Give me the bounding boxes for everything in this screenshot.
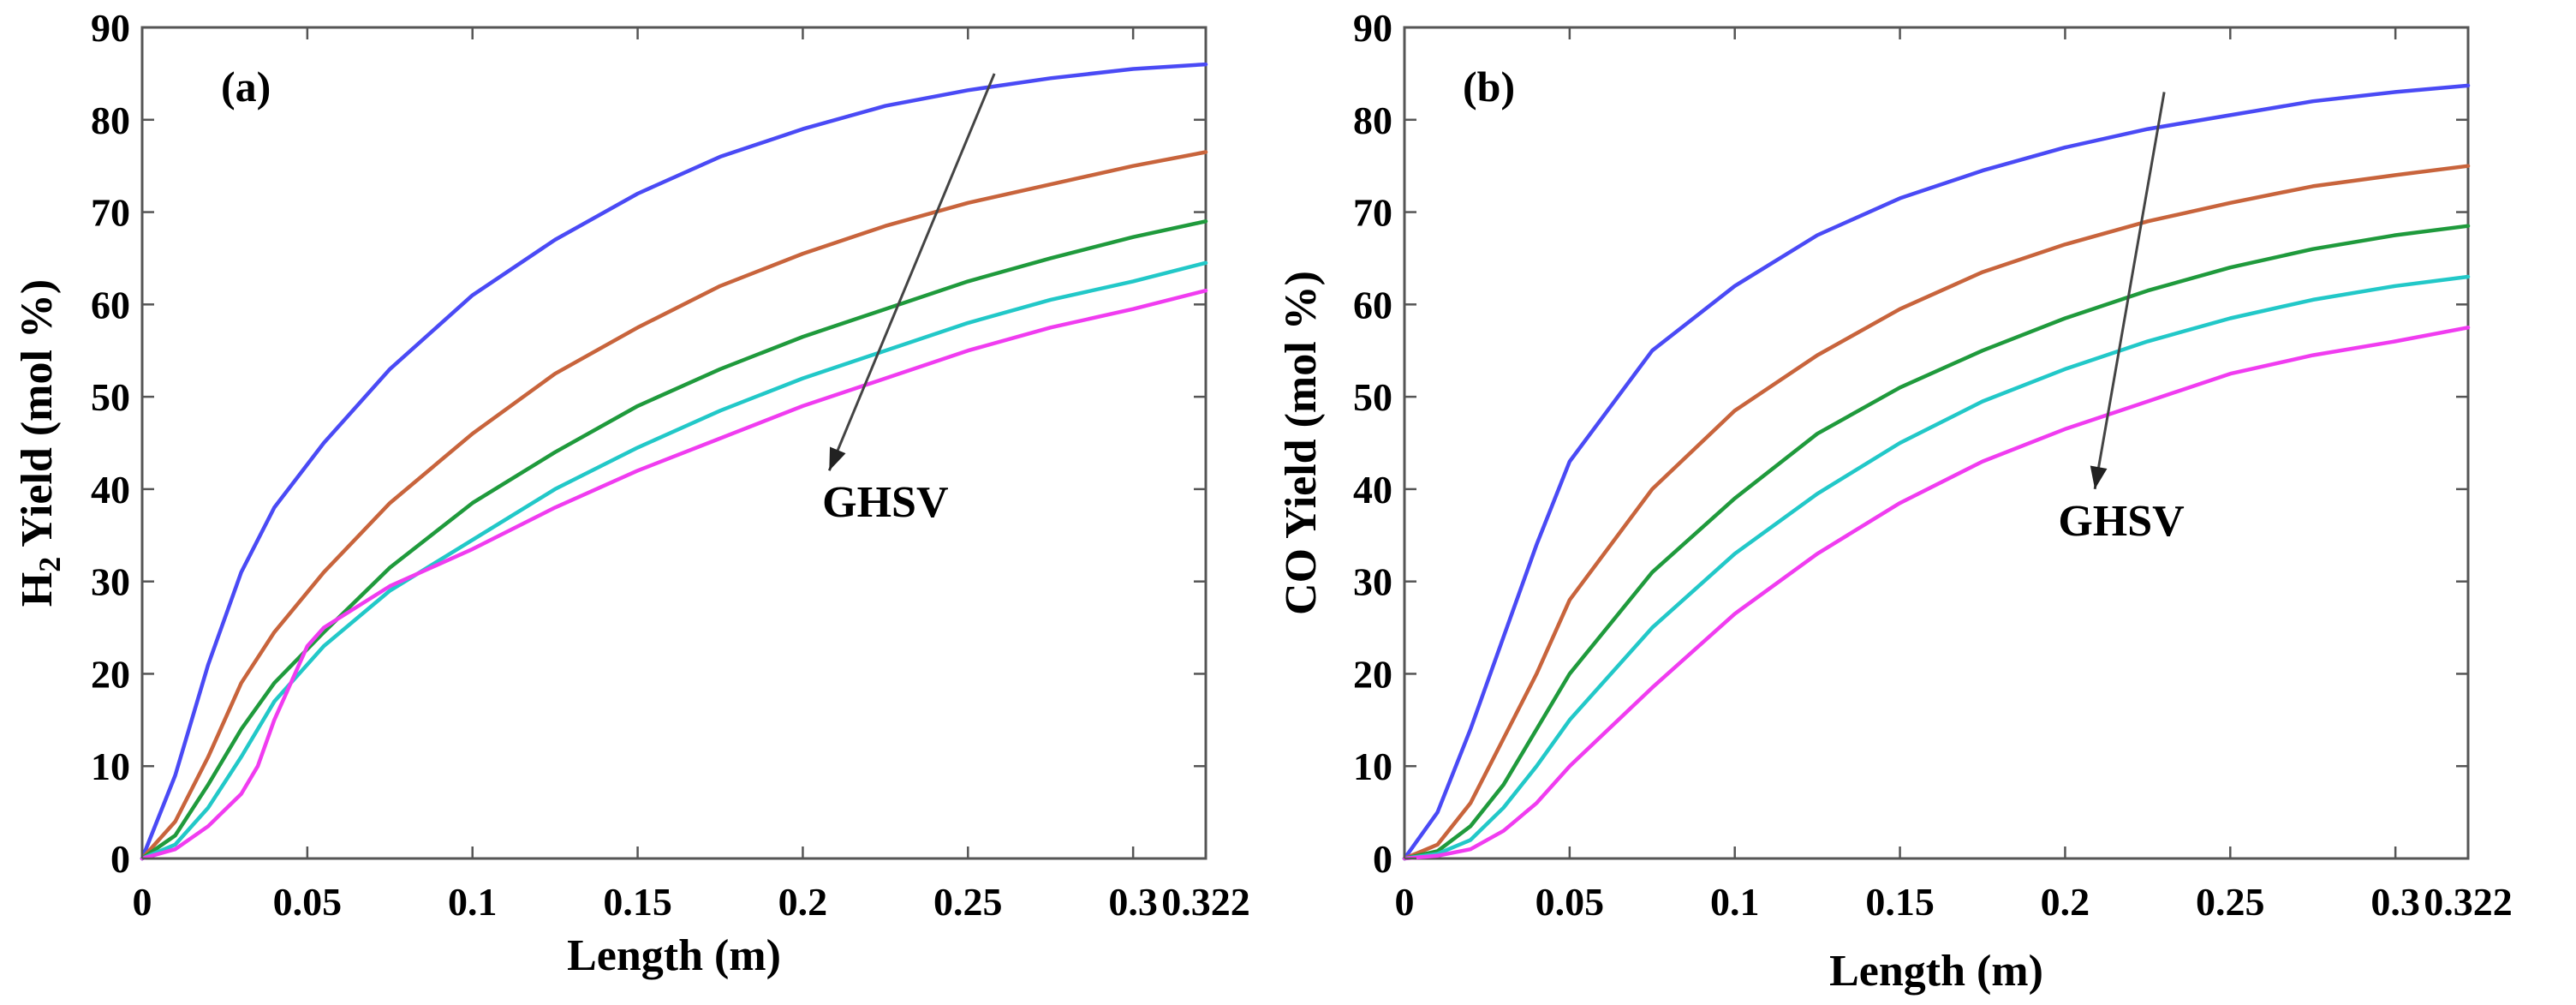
panel-a-series-2-line — [140, 150, 1208, 861]
panel-b-ghsv-arrow-head — [2090, 465, 2108, 489]
panel-b-y-tick-label: 0 — [1373, 837, 1392, 881]
panel-b-series-1-line — [1402, 83, 2471, 861]
panel-a-series-layer — [140, 62, 1208, 861]
panel-a-x-ticks: 0 0.05 0.1 0.15 0.2 0.25 0.3 0.322 — [133, 27, 1250, 924]
panel-b-ghsv-label: GHSV — [2058, 497, 2184, 546]
panel-b-y-tick-label: 90 — [1353, 6, 1392, 50]
panel-a-plot-frame — [140, 26, 1208, 860]
panel-a-x-axis-label: Length (m) — [567, 931, 781, 980]
panel-b-x-tick-label: 0.2 — [2041, 880, 2090, 924]
panel-a-y-tick-label: 80 — [91, 99, 130, 142]
panel-a-ghsv-arrow-head — [829, 446, 846, 471]
panel-a-y-ticks: 0 10 20 30 40 50 60 70 80 90 — [91, 6, 1206, 881]
panel-b-x-tick-label: 0.15 — [1865, 880, 1935, 924]
panel-a-x-tick-label: 0.3 — [1108, 880, 1158, 924]
panel-a-y-label-rest: Yield (mol %) — [13, 279, 62, 557]
panel-a-x-tick-label: 0.322 — [1161, 880, 1250, 924]
panel-b-plot-frame — [1403, 26, 2470, 860]
panel-a-y-tick-label: 70 — [91, 191, 130, 235]
panel-a-y-tick-label: 0 — [110, 837, 130, 881]
panel-b-y-tick-label: 70 — [1353, 191, 1392, 235]
panel-b-x-ticks: 0 0.05 0.1 0.15 0.2 0.25 0.3 0.322 — [1395, 27, 2513, 924]
panel-a-y-tick-label: 60 — [91, 283, 130, 326]
panel-b-x-tick-label: 0.3 — [2370, 880, 2420, 924]
panel-b-co-yield-chart: 0 0.05 0.1 0.15 0.2 0.25 0.3 0.322 0 10 20 30 40 50 6… — [1277, 6, 2513, 996]
panel-b-y-tick-label: 50 — [1353, 375, 1392, 419]
panel-a-series-5-line — [140, 288, 1208, 861]
panel-a-x-tick-label: 0.2 — [778, 880, 828, 924]
panel-a-ghsv-arrow-shaft — [827, 73, 996, 471]
panel-b-series-5-line — [1402, 326, 2471, 861]
panel-b-label: (b) — [1463, 63, 1515, 111]
panel-a-y-label-h: H — [13, 572, 62, 607]
panel-b-x-axis-label: Length (m) — [1829, 947, 2043, 996]
panel-a-y-tick-label: 20 — [91, 652, 130, 696]
panel-b-series-4-line — [1402, 274, 2471, 861]
panel-b-x-tick-label: 0.1 — [1710, 880, 1760, 924]
panel-a-x-tick-label: 0.15 — [603, 880, 672, 924]
panel-b-y-tick-label: 30 — [1353, 560, 1392, 604]
panel-a-series-3-line — [140, 219, 1208, 861]
panel-a-x-tick-label: 0.1 — [448, 880, 498, 924]
panel-a-annotation: GHSV — [822, 73, 996, 527]
panel-b-y-tick-label: 10 — [1353, 745, 1392, 788]
panel-a-label: (a) — [221, 63, 271, 111]
panel-a-y-tick-label: 90 — [91, 6, 130, 50]
panel-a-x-tick-label: 0 — [133, 880, 152, 924]
panel-b-y-tick-label: 80 — [1353, 99, 1392, 142]
panel-a-y-tick-label: 10 — [91, 745, 130, 788]
panel-b-series-2-line — [1402, 164, 2471, 861]
panel-b-y-tick-label: 60 — [1353, 283, 1392, 326]
panel-b-y-ticks: 0 10 20 30 40 50 60 70 80 90 — [1353, 6, 2468, 881]
panel-b-ghsv-arrow-shaft — [2093, 92, 2166, 490]
panel-a-y-tick-label: 50 — [91, 375, 130, 419]
panel-a-y-tick-label: 40 — [91, 468, 130, 511]
panel-a-h2-yield-chart: 0 0.05 0.1 0.15 0.2 0.25 0.3 0.322 0 10 20 30 40 50 6… — [13, 6, 1250, 980]
panel-b-x-tick-label: 0.25 — [2196, 880, 2265, 924]
panel-b-y-tick-label: 20 — [1353, 652, 1392, 696]
panel-a-y-tick-label: 30 — [91, 560, 130, 604]
panel-a-series-4-line — [140, 260, 1208, 861]
panel-b-series-3-line — [1402, 224, 2471, 861]
panel-b-x-tick-label: 0.322 — [2424, 880, 2513, 924]
panel-b-annotation: GHSV — [2058, 92, 2185, 546]
panel-a-x-tick-label: 0.05 — [273, 880, 343, 924]
panel-a-y-label-subscript: 2 — [33, 557, 67, 572]
panel-a-y-axis-label: H2 Yield (mol %) — [13, 279, 67, 607]
panel-a-ghsv-label: GHSV — [822, 478, 948, 527]
panel-a-series-1-line — [140, 62, 1208, 861]
panel-b-series-layer — [1402, 83, 2471, 861]
panel-b-x-tick-label: 0.05 — [1535, 880, 1605, 924]
panel-b-x-tick-label: 0 — [1395, 880, 1415, 924]
panel-a-x-tick-label: 0.25 — [933, 880, 1003, 924]
panel-b-y-tick-label: 40 — [1353, 468, 1392, 511]
panel-b-y-axis-label: CO Yield (mol %) — [1277, 271, 1326, 615]
